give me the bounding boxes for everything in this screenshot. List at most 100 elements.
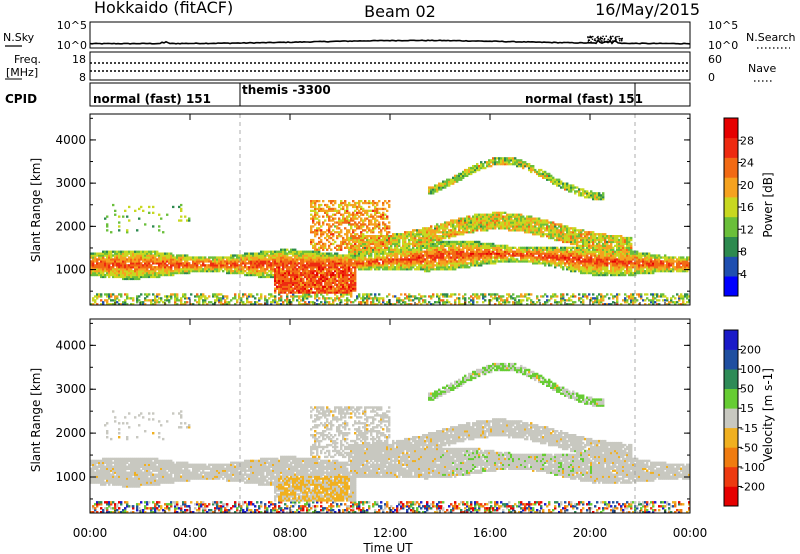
heatmap-cell — [480, 262, 483, 265]
heatmap-cell — [348, 229, 351, 232]
heatmap-cell — [152, 258, 155, 261]
heatmap-cell — [476, 240, 479, 244]
heatmap-cell — [382, 227, 385, 230]
heatmap-cell — [486, 258, 489, 261]
heatmap-cell — [446, 266, 449, 269]
heatmap-cell — [220, 260, 223, 263]
heatmap-cell — [178, 219, 181, 222]
heatmap-cell — [124, 277, 127, 281]
heatmap-cell — [448, 240, 451, 244]
heatmap-cell — [268, 260, 271, 263]
heatmap-cell — [522, 225, 525, 228]
heatmap-cell — [426, 236, 429, 240]
heatmap-cell — [312, 258, 315, 261]
heatmap-cell — [518, 219, 521, 222]
heatmap-cell — [452, 293, 455, 296]
heatmap-cell — [376, 240, 379, 244]
heatmap-cell — [234, 258, 237, 261]
heatmap-cell — [156, 271, 159, 275]
heatmap-cell — [484, 221, 487, 224]
heatmap-cell — [130, 256, 133, 259]
heatmap-cell — [154, 297, 157, 300]
heatmap-cell — [348, 246, 351, 249]
heatmap-cell — [302, 303, 305, 305]
heatmap-cell — [354, 221, 357, 224]
heatmap-cell — [496, 250, 499, 253]
heatmap-cell — [392, 238, 395, 242]
heatmap-cell — [344, 254, 347, 257]
heatmap-cell — [426, 229, 429, 232]
heatmap-cell — [140, 273, 143, 277]
heatmap-cell — [214, 299, 217, 302]
heatmap-cell — [328, 283, 331, 286]
heatmap-cell — [438, 242, 441, 246]
heatmap-cell — [388, 260, 391, 263]
heatmap-cell — [160, 270, 163, 273]
heatmap-cell — [522, 217, 525, 220]
heatmap-cell — [442, 258, 445, 261]
heatmap-cell — [400, 299, 403, 302]
heatmap-cell — [284, 283, 287, 286]
heatmap-cell — [238, 270, 241, 273]
heatmap-cell — [134, 266, 137, 269]
heatmap-cell — [110, 258, 113, 261]
heatmap-cell — [484, 250, 487, 253]
heatmap-cell — [114, 260, 117, 263]
heatmap-cell — [198, 295, 201, 298]
heatmap-cell — [366, 244, 369, 247]
heatmap-cell — [174, 264, 177, 267]
heatmap-cell — [302, 250, 305, 253]
heatmap-cell — [284, 299, 287, 302]
heatmap-cell — [304, 301, 307, 304]
heatmap-cell — [384, 242, 387, 246]
heatmap-cell — [242, 268, 245, 271]
heatmap-cell — [432, 248, 435, 251]
heatmap-cell — [338, 227, 341, 230]
heatmap-cell — [442, 268, 445, 271]
heatmap-cell — [290, 268, 293, 271]
heatmap-cell — [236, 256, 239, 259]
heatmap-cell — [452, 176, 455, 179]
heatmap-cell — [360, 250, 363, 253]
heatmap-cell — [520, 161, 523, 164]
heatmap-cell — [456, 225, 459, 228]
heatmap-cell — [328, 205, 331, 209]
heatmap-cell — [180, 203, 183, 207]
heatmap-cell — [304, 287, 307, 290]
heatmap-cell — [204, 299, 207, 302]
heatmap-cell — [430, 246, 433, 249]
heatmap-cell — [350, 260, 353, 263]
heatmap-cell — [398, 252, 401, 255]
heatmap-cell — [350, 295, 353, 298]
heatmap-cell — [326, 275, 329, 279]
heatmap-cell — [286, 260, 289, 263]
heatmap-cell — [520, 258, 523, 261]
heatmap-cell — [316, 221, 319, 224]
heatmap-cell — [350, 268, 353, 271]
heatmap-cell — [94, 252, 97, 255]
heatmap-cell — [334, 201, 337, 205]
heatmap-cell — [252, 273, 255, 277]
heatmap-cell — [200, 270, 203, 273]
heatmap-cell — [400, 266, 403, 269]
heatmap-cell — [346, 264, 349, 267]
heatmap-cell — [194, 264, 197, 267]
heatmap-cell — [314, 297, 317, 300]
heatmap-cell — [398, 260, 401, 263]
heatmap-cell — [220, 299, 223, 302]
heatmap-cell — [104, 250, 107, 253]
heatmap-cell — [372, 227, 375, 230]
heatmap-cell — [484, 213, 487, 216]
heatmap-cell — [330, 271, 333, 275]
heatmap-cell — [496, 299, 499, 302]
heatmap-cell — [136, 252, 139, 255]
heatmap-cell — [320, 252, 323, 255]
heatmap-cell — [378, 225, 381, 228]
heatmap-cell — [168, 256, 171, 259]
heatmap-cell — [146, 275, 149, 279]
heatmap-cell — [258, 270, 261, 273]
heatmap-cell — [320, 231, 323, 234]
heatmap-cell — [326, 287, 329, 290]
heatmap-cell — [296, 270, 299, 273]
heatmap-cell — [444, 293, 447, 296]
